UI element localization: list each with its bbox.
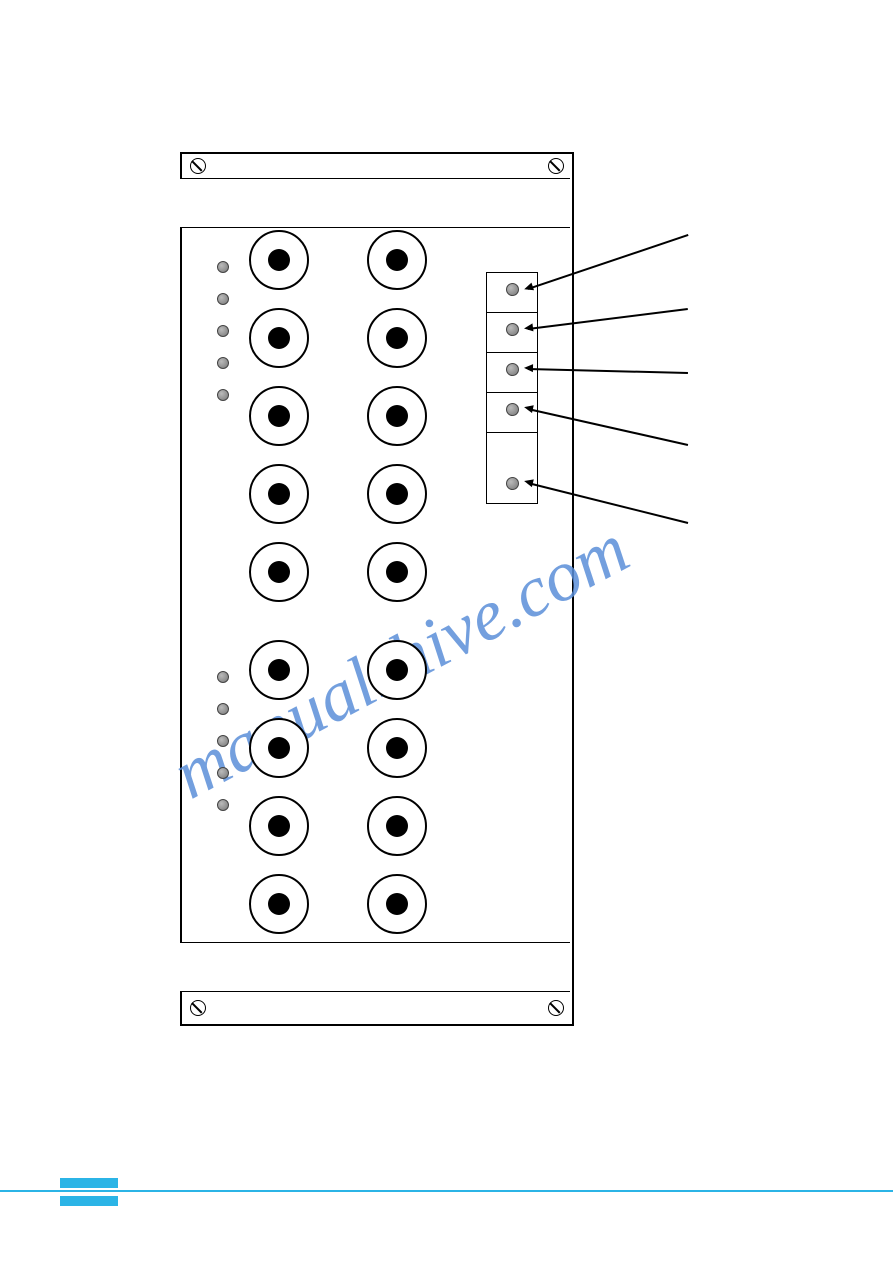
footer-accent-2	[60, 1196, 118, 1206]
connector-jack	[249, 230, 309, 290]
connector-jack	[249, 542, 309, 602]
connector-jack	[367, 718, 427, 778]
connector-jack	[367, 308, 427, 368]
status-led	[217, 735, 229, 747]
connector-jack	[249, 796, 309, 856]
status-led	[506, 403, 519, 416]
arrowhead-icon	[524, 364, 533, 372]
status-led	[506, 283, 519, 296]
status-led	[506, 477, 519, 490]
panel-screw	[548, 158, 564, 174]
connector-jack	[367, 464, 427, 524]
connector-jack	[249, 464, 309, 524]
status-led	[217, 357, 229, 369]
connector-jack	[249, 640, 309, 700]
panel-screw	[548, 1000, 564, 1016]
connector-jack	[249, 718, 309, 778]
connector-jack	[367, 230, 427, 290]
panel-top-band	[180, 178, 570, 228]
status-led	[506, 323, 519, 336]
status-led	[217, 671, 229, 683]
connector-jack	[367, 874, 427, 934]
footer-line	[0, 1190, 893, 1192]
connector-jack	[367, 640, 427, 700]
status-led	[217, 325, 229, 337]
status-led	[217, 261, 229, 273]
panel-screw	[190, 158, 206, 174]
indicator-box	[486, 432, 538, 504]
connector-jack	[367, 796, 427, 856]
arrowhead-icon	[524, 323, 534, 332]
status-led	[217, 703, 229, 715]
connector-jack	[367, 542, 427, 602]
panel-screw	[190, 1000, 206, 1016]
status-led	[217, 799, 229, 811]
connector-jack	[249, 308, 309, 368]
status-led	[506, 363, 519, 376]
panel-bottom-band	[180, 942, 570, 992]
connector-jack	[367, 386, 427, 446]
connector-jack	[249, 386, 309, 446]
arrowhead-icon	[523, 403, 534, 413]
connector-jack	[249, 874, 309, 934]
status-led	[217, 389, 229, 401]
status-led	[217, 293, 229, 305]
footer-accent-1	[60, 1178, 118, 1188]
status-led	[217, 767, 229, 779]
